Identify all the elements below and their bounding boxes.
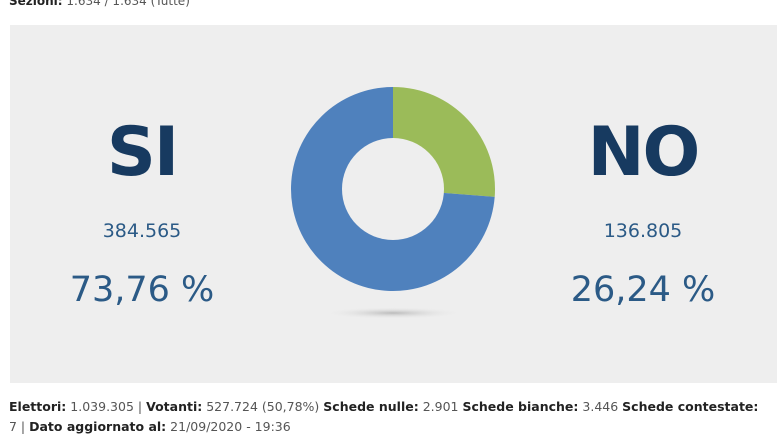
nulle-label: Schede nulle: [323, 399, 419, 414]
dato-value: 21/09/2020 - 19:36 [170, 419, 291, 434]
results-panel: SI 384.565 73,76 % NO 136.805 26,24 % [10, 25, 777, 383]
si-percent: 73,76 % [69, 270, 215, 310]
chart-shadow [323, 307, 463, 319]
no-title: NO [587, 113, 701, 192]
contestate-value: 7 | [9, 419, 26, 434]
si-votes: 384.565 [102, 220, 182, 242]
sezioni-value: 1.634 / 1.634 (Tutte) [66, 0, 190, 8]
contestate-label: Schede contestate: [622, 399, 759, 414]
elettori-label: Elettori: [9, 399, 67, 414]
nulle-value: 2.901 [422, 399, 459, 414]
bianche-label: Schede bianche: [462, 399, 579, 414]
dato-label: Dato aggiornato al: [29, 419, 167, 434]
elettori-value: 1.039.305 | [70, 399, 143, 414]
sezioni-info: Sezioni: 1.634 / 1.634 (Tutte) [9, 0, 190, 8]
no-percent: 26,24 % [570, 270, 716, 310]
no-votes: 136.805 [603, 220, 683, 242]
votanti-value: 527.724 (50,78%) [206, 399, 320, 414]
sezioni-label: Sezioni: [9, 0, 63, 8]
footer-stats: Elettori: 1.039.305 | Votanti: 527.724 (… [9, 397, 769, 437]
bianche-value: 3.446 [582, 399, 619, 414]
donut-chart [291, 87, 496, 319]
si-title: SI [106, 113, 179, 192]
votanti-label: Votanti: [146, 399, 203, 414]
donut-hole [342, 138, 444, 240]
